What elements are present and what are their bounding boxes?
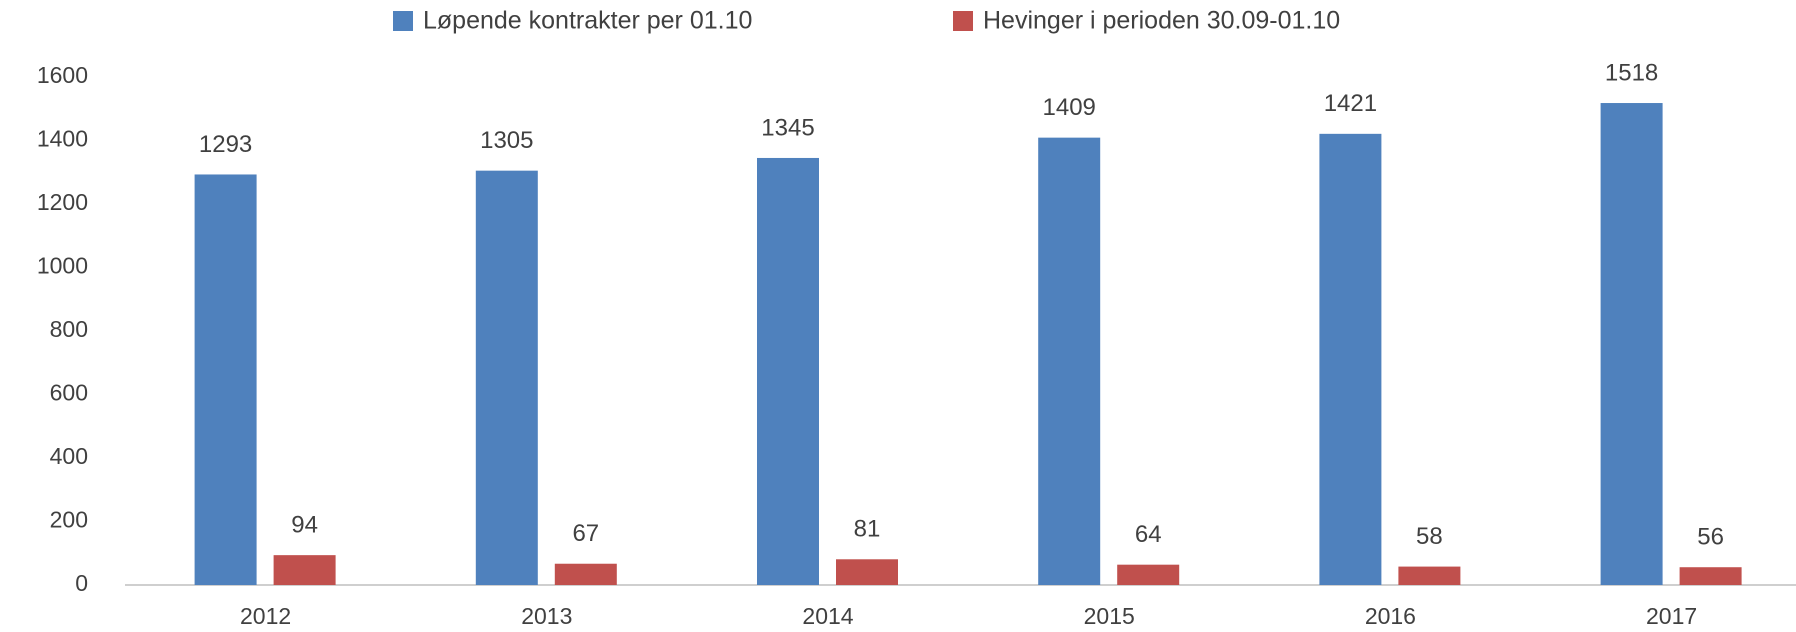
data-label: 1518 (1605, 59, 1658, 86)
data-label: 1421 (1324, 90, 1377, 117)
legend-label: Løpende kontrakter per 01.10 (423, 7, 752, 35)
x-tick-label: 2012 (240, 603, 291, 629)
bar (273, 555, 336, 585)
bar (554, 563, 617, 585)
data-label: 67 (572, 520, 599, 547)
x-tick-label: 2017 (1646, 603, 1697, 629)
x-tick-label: 2014 (802, 603, 853, 629)
y-tick-label: 800 (50, 316, 88, 342)
data-label: 1305 (480, 127, 533, 154)
y-tick-label: 200 (50, 507, 88, 533)
data-label: 56 (1697, 524, 1724, 551)
data-label: 81 (854, 516, 881, 543)
data-label: 1293 (199, 131, 252, 158)
y-tick-label: 400 (50, 443, 88, 469)
x-tick-label: 2015 (1084, 603, 1135, 629)
data-label: 94 (291, 511, 318, 538)
y-tick-label: 600 (50, 380, 88, 406)
y-tick-label: 1400 (37, 126, 88, 152)
data-label: 58 (1416, 523, 1443, 550)
bar (757, 157, 819, 585)
data-label: 1345 (761, 114, 814, 141)
bar (1319, 133, 1382, 585)
bar (1600, 103, 1663, 585)
legend-swatch (393, 11, 413, 31)
bar (1038, 137, 1101, 585)
legend-label: Hevinger i perioden 30.09-01.10 (983, 7, 1340, 35)
y-tick-label: 0 (75, 570, 88, 596)
x-tick-label: 2016 (1365, 603, 1416, 629)
y-tick-label: 1200 (37, 189, 88, 215)
bar (1117, 564, 1180, 585)
bar (1398, 566, 1461, 585)
y-tick-label: 1600 (37, 62, 88, 88)
data-label: 64 (1135, 521, 1162, 548)
x-tick-label: 2013 (521, 603, 572, 629)
bar (194, 174, 257, 585)
bar (836, 559, 898, 585)
data-label: 1409 (1043, 94, 1096, 121)
bar (475, 170, 538, 585)
legend-swatch (953, 11, 973, 31)
y-tick-label: 1000 (37, 253, 88, 279)
bar (1679, 567, 1742, 585)
